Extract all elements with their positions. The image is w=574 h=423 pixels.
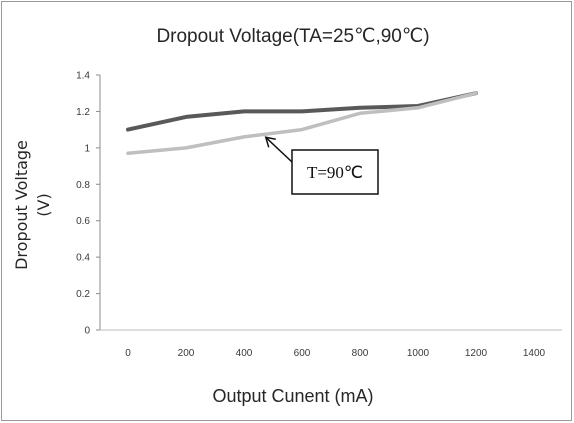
series-group (126, 91, 478, 156)
y-tick-label: 0.2 (76, 289, 90, 300)
y-tick-label: 1 (84, 143, 90, 154)
chart-title: Dropout Voltage(TA=25℃,90℃) (156, 26, 429, 47)
y-axis-label: Dropout Voltage (12, 140, 31, 270)
y-axis-label-unit: (V) (34, 193, 53, 216)
y-tick-label: 0 (84, 326, 90, 337)
x-tick-label: 1000 (407, 348, 430, 359)
x-tick-label: 1200 (465, 348, 488, 359)
annotation-group: T=90℃ (264, 136, 379, 195)
x-tick-label: 800 (352, 348, 369, 359)
y-tick-label: 0.8 (76, 180, 90, 191)
y-tick-label: 0.4 (76, 253, 90, 264)
x-tick-label: 600 (294, 348, 311, 359)
y-tick-label: 1.4 (76, 71, 90, 82)
y-tick-group: 0 0.2 0.4 0.6 0.8 1 1.2 1.4 (76, 71, 100, 337)
x-tick-group: 0 200 400 600 800 1000 1200 1400 (125, 348, 545, 359)
annotation-arrow (265, 136, 293, 163)
annotation-arrowhead (264, 136, 276, 148)
x-tick-label: 200 (178, 348, 195, 359)
series-line-1 (126, 91, 478, 132)
series-line-2 (126, 91, 478, 156)
x-tick-label: 0 (125, 348, 131, 359)
x-tick-label: 400 (236, 348, 253, 359)
x-tick-label: 1400 (523, 348, 546, 359)
annotation-box (291, 149, 379, 195)
y-tick-label: 0.6 (76, 216, 90, 227)
annotation-label: T=90℃ (307, 163, 363, 182)
x-axis-label: Output Cunent (mA) (212, 386, 373, 406)
y-tick-label: 1.2 (76, 107, 90, 118)
